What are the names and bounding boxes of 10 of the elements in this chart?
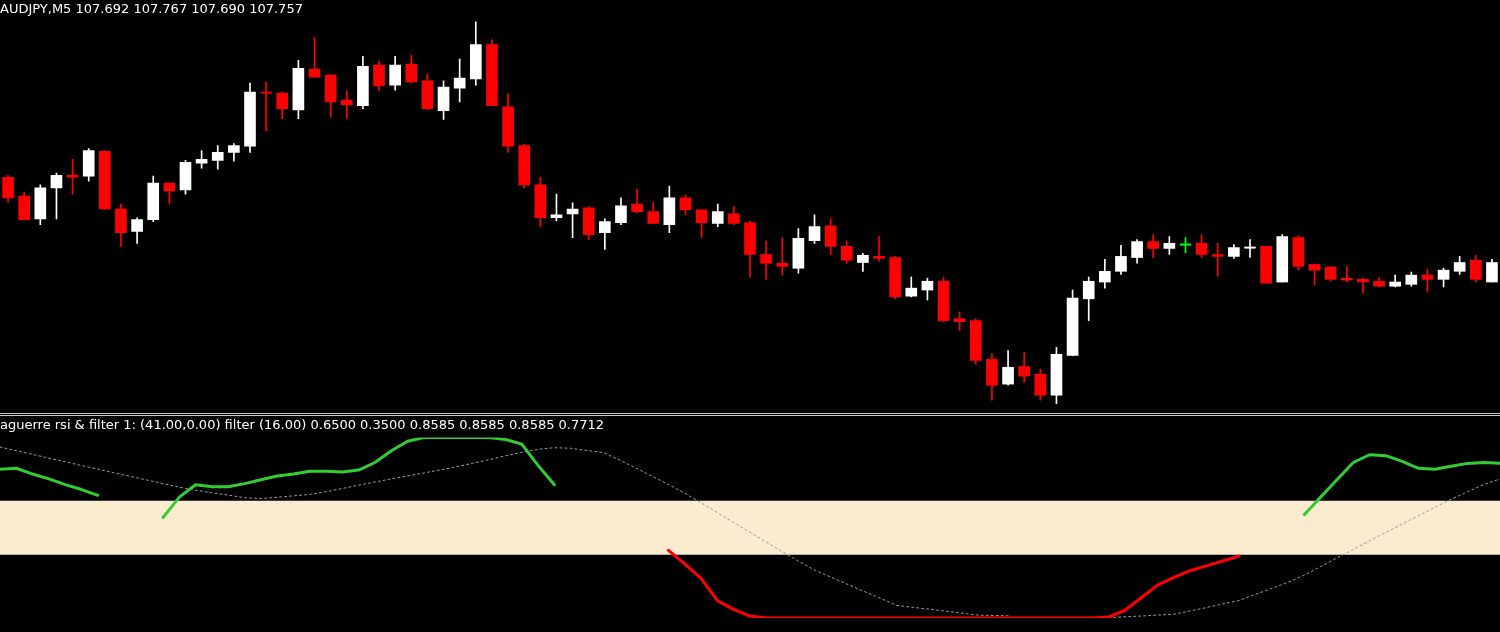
candlestick xyxy=(873,236,885,262)
chart-title: AUDJPY,M5 107.692 107.767 107.690 107.757 xyxy=(0,1,303,17)
candlestick xyxy=(1357,277,1369,294)
chart-title: aguerre rsi & filter 1: (41.00,0.00) filter (16.00) 0.6500 0.3500 0.8585 0.8585 0.8585 0.7712 xyxy=(0,417,605,433)
candlestick xyxy=(953,311,966,331)
candlestick xyxy=(760,240,772,280)
candlestick xyxy=(340,90,353,120)
candlestick xyxy=(776,237,789,276)
candlestick xyxy=(453,58,466,103)
candlestick xyxy=(1211,243,1224,277)
